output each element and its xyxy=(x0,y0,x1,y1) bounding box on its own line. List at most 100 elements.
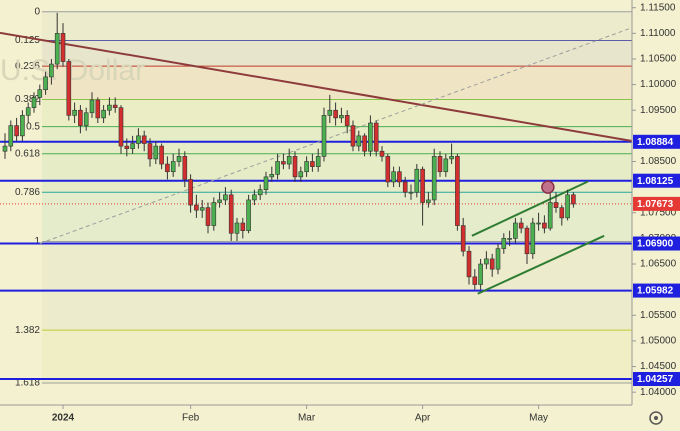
candle-body xyxy=(31,97,37,108)
candle-body xyxy=(165,163,170,173)
x-tick-label: Apr xyxy=(415,413,431,424)
fib-band xyxy=(42,153,632,193)
y-tick-label: 1.09500 xyxy=(640,105,677,116)
candle-body xyxy=(408,191,414,194)
y-tick-label: 1.10500 xyxy=(640,54,677,65)
candle-body xyxy=(542,222,547,229)
candle-body xyxy=(89,99,95,114)
price-label-box xyxy=(633,236,680,251)
plot-area: 0 0.125 0.236 0.382 0.5 0.618 0.786 1 1.382 1.618… xyxy=(0,6,633,389)
candle-body xyxy=(530,222,536,255)
fib-label: 0.236 xyxy=(15,61,40,72)
y-tick-label: 1.04500 xyxy=(640,361,677,372)
price-label: 1.06900 xyxy=(637,239,674,250)
settings-icon-ring[interactable] xyxy=(649,411,663,425)
candle-body xyxy=(54,33,60,65)
y-tick-label: 1.11000 xyxy=(640,28,676,39)
candle-body xyxy=(43,76,48,91)
candle-body xyxy=(368,122,373,152)
candle-body xyxy=(344,115,350,126)
trend-line xyxy=(39,27,633,244)
trend-line xyxy=(0,31,633,142)
candle-body xyxy=(170,161,176,173)
candle-body xyxy=(83,112,89,126)
candle-body xyxy=(472,276,478,285)
price-label-box xyxy=(633,134,680,149)
candle-body xyxy=(304,161,309,173)
candle-body xyxy=(199,207,205,211)
x-tick-label: May xyxy=(529,413,548,424)
y-tick-label: 1.10000 xyxy=(640,79,677,90)
fib-label: 0.618 xyxy=(15,148,40,159)
candle-body xyxy=(333,109,338,119)
candle-body xyxy=(513,222,518,239)
candle-body xyxy=(356,135,362,147)
price-label-box xyxy=(633,372,680,387)
candle-body xyxy=(286,156,292,165)
candle-body xyxy=(211,202,217,226)
y-tick-label: 1.06500 xyxy=(640,259,677,270)
candle-body xyxy=(136,135,141,144)
candle-body xyxy=(553,202,559,208)
candle-body xyxy=(101,109,106,119)
candle-body xyxy=(153,145,159,160)
candle-body xyxy=(130,143,135,149)
settings-icon[interactable] xyxy=(649,411,663,425)
candle-body xyxy=(501,238,507,249)
candle-body xyxy=(37,89,43,98)
candle-body xyxy=(66,61,72,116)
candle-body xyxy=(327,109,333,116)
candle-body xyxy=(228,194,234,234)
candle-body xyxy=(420,168,425,203)
candle-body xyxy=(339,115,344,119)
candle-body xyxy=(263,176,269,190)
y-tick-label: 1.05000 xyxy=(640,336,677,347)
fib-band xyxy=(42,66,632,100)
candle-body xyxy=(460,225,466,252)
candle-body xyxy=(571,194,576,205)
candle-body xyxy=(257,189,263,196)
price-label-box xyxy=(633,173,680,188)
candle-body xyxy=(414,168,420,193)
settings-icon-dot[interactable] xyxy=(654,416,658,420)
candle-body xyxy=(565,194,570,219)
candle-body xyxy=(402,181,408,193)
candle-body xyxy=(246,199,251,231)
fib-band xyxy=(42,192,632,242)
fib-band xyxy=(42,11,632,41)
candle-body xyxy=(385,156,391,183)
candle-body xyxy=(391,171,396,183)
candle-body xyxy=(315,156,321,167)
trend-line xyxy=(477,234,605,295)
x-tick-label: Feb xyxy=(182,413,200,424)
fib-label: 0.786 xyxy=(15,187,40,198)
candle-body xyxy=(95,99,101,119)
candle-body xyxy=(124,145,130,149)
fib-band xyxy=(42,330,632,383)
candle-body xyxy=(350,125,356,147)
fib-label: 0.5 xyxy=(26,121,40,132)
y-tick-label: 1.04000 xyxy=(640,387,677,398)
y-tick-label: 1.05500 xyxy=(640,310,677,321)
candle-body xyxy=(373,122,379,152)
candle-body xyxy=(478,263,483,285)
price-label: 1.04257 xyxy=(637,374,674,385)
candle-body xyxy=(107,104,112,111)
candle-body xyxy=(60,33,66,62)
candle-body xyxy=(298,171,304,178)
candle-body xyxy=(547,202,553,229)
candle-body xyxy=(437,156,443,173)
candle-body xyxy=(292,156,298,178)
candle-body xyxy=(536,222,541,225)
price-label: 1.08125 xyxy=(637,176,674,187)
candle-body xyxy=(147,143,153,160)
y-tick-label: 1.08500 xyxy=(640,156,677,167)
y-tick-label: 1.07500 xyxy=(640,207,677,218)
candle-body xyxy=(141,135,147,144)
candle-body xyxy=(20,115,25,137)
candle-body xyxy=(49,63,54,78)
candle-body xyxy=(205,207,211,226)
candle-body xyxy=(188,179,193,206)
candle-body xyxy=(176,156,182,162)
